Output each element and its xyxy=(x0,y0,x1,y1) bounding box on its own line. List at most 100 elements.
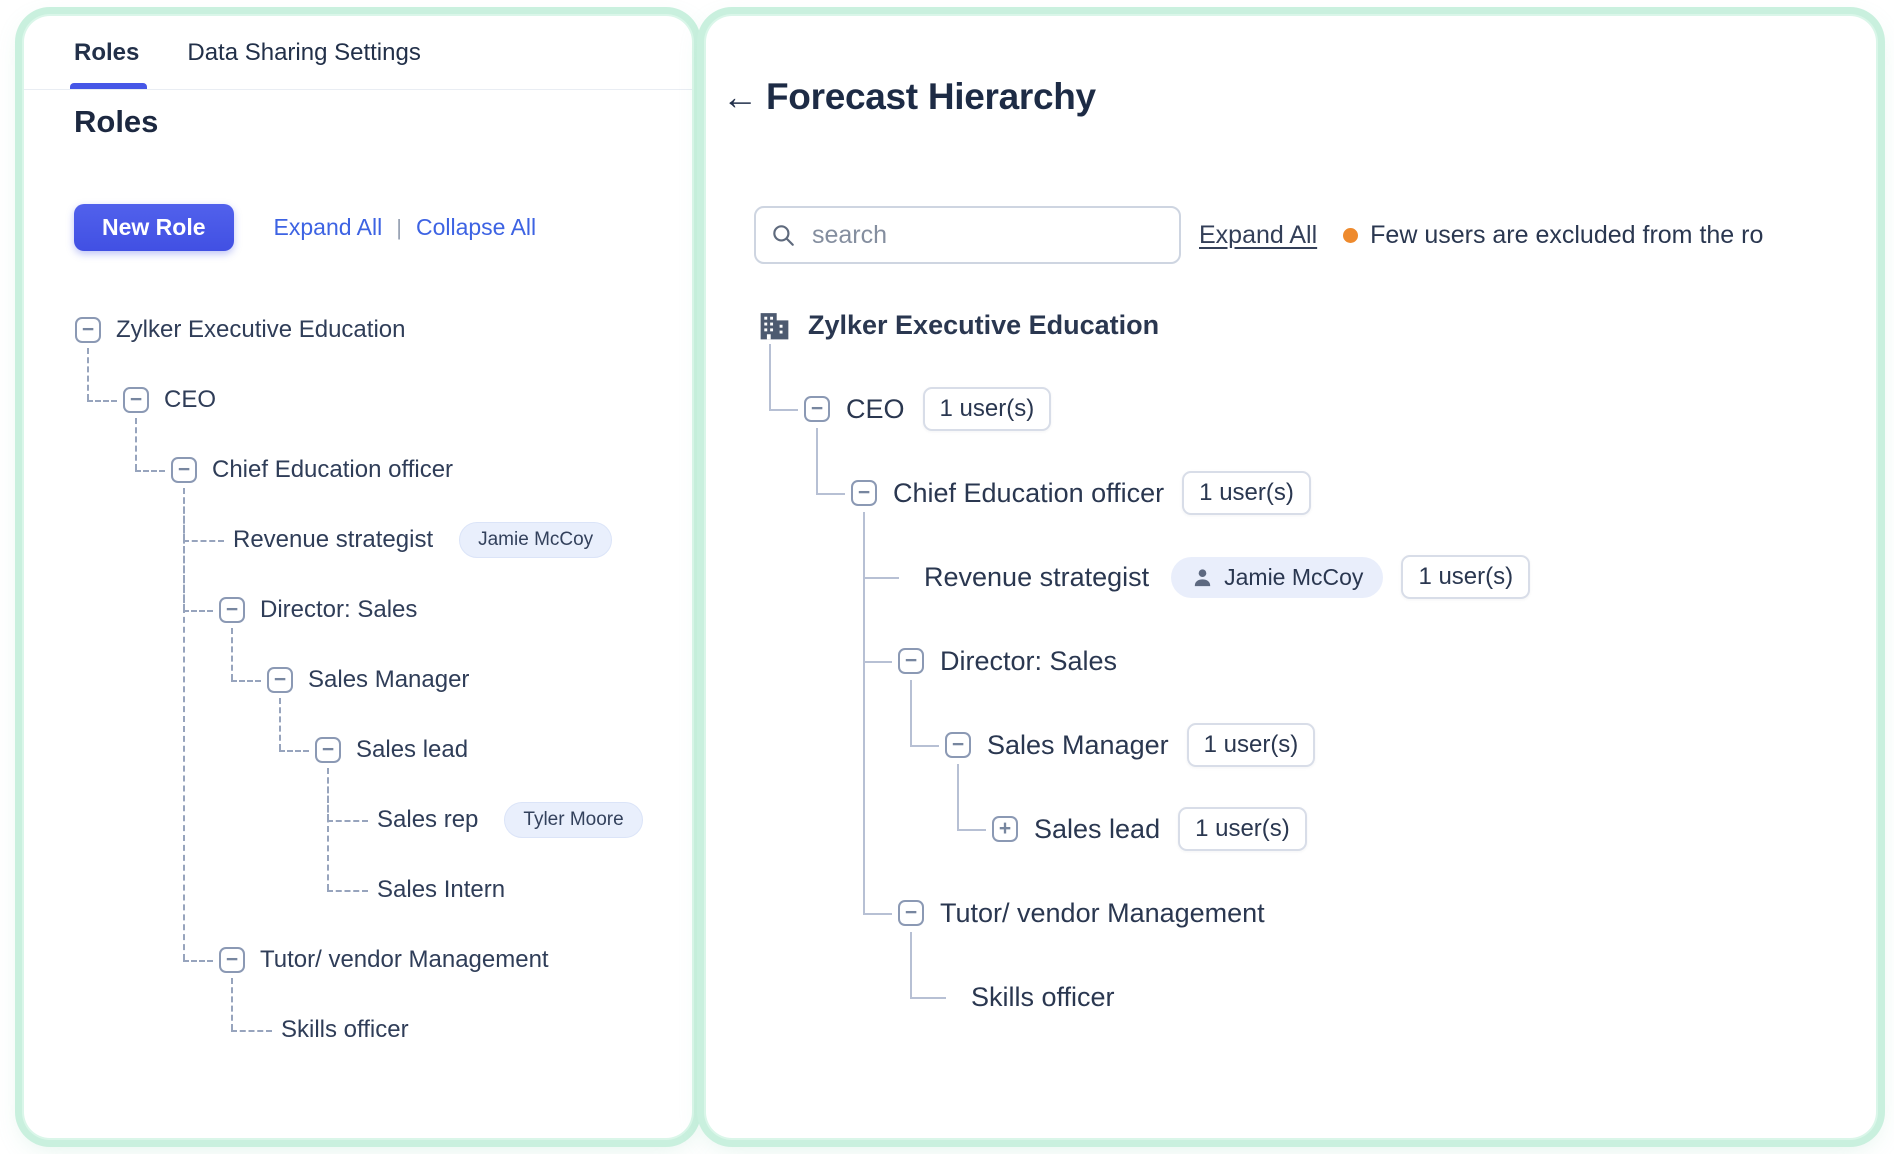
tree-node-label[interactable]: Skills officer xyxy=(971,981,1115,1012)
building-icon xyxy=(760,312,789,339)
tree-node-label[interactable]: Chief Education officer xyxy=(893,477,1165,508)
tree-node-label[interactable]: Sales Manager xyxy=(308,666,470,693)
tab-data-sharing-settings[interactable]: Data Sharing Settings xyxy=(187,38,421,66)
person-icon xyxy=(1194,568,1211,586)
forecast-tree: Zylker Executive Education − CEO 1 user(s) −… xyxy=(757,283,1847,1043)
tree-connector xyxy=(957,764,959,829)
tree-node-label[interactable]: Director: Sales xyxy=(940,645,1118,676)
tree-connector xyxy=(769,409,798,411)
tree-connector xyxy=(279,698,281,750)
tree-node-label[interactable]: Revenue strategist xyxy=(924,561,1150,592)
tree-node-label[interactable]: Zylker Executive Education xyxy=(116,316,406,343)
tree-node-row: Zylker Executive Education xyxy=(757,283,1847,367)
tree-connector xyxy=(135,418,137,470)
tree-connector xyxy=(816,493,845,495)
tree-node-row: − CEO 1 user(s) xyxy=(757,367,1847,451)
tree-node-label[interactable]: Sales Manager xyxy=(987,729,1169,760)
tree-connector xyxy=(183,960,213,962)
user-count-badge[interactable]: 1 user(s) xyxy=(1182,471,1311,515)
tree-connector xyxy=(135,470,165,472)
collapse-toggle-icon[interactable]: − xyxy=(898,900,924,926)
tree-node-row: Skills officer xyxy=(75,995,675,1065)
orange-status-dot-icon xyxy=(1343,227,1359,243)
tree-connector xyxy=(231,628,233,680)
tree-connector xyxy=(183,610,213,612)
tree-node-label[interactable]: Sales lead xyxy=(356,736,469,763)
tree-connector xyxy=(183,488,185,960)
tree-node-label[interactable]: Revenue strategist xyxy=(233,526,434,553)
roles-tree: − Zylker Executive Education − CEO − Chief Ed… xyxy=(75,295,675,1075)
tree-connector xyxy=(327,890,368,892)
user-count-badge[interactable]: 1 user(s) xyxy=(1401,555,1531,599)
collapse-toggle-icon[interactable]: − xyxy=(267,667,293,693)
user-count-badge[interactable]: 1 user(s) xyxy=(1186,723,1316,767)
tree-node-row: + Sales lead 1 user(s) xyxy=(757,787,1847,871)
tree-node-row: − Zylker Executive Education xyxy=(75,295,675,365)
tree-node-row: − Chief Education officer xyxy=(75,435,675,505)
new-role-button[interactable]: New Role xyxy=(74,204,234,251)
tree-node-row: − CEO xyxy=(75,365,675,435)
roles-controls: New Role Expand All | Collapse All xyxy=(74,204,536,251)
assigned-user-badge: Jamie McCoy xyxy=(459,522,613,558)
collapse-toggle-icon[interactable]: − xyxy=(219,597,245,623)
excluded-users-notice: Few users are excluded from the ro xyxy=(1370,220,1764,249)
tab-bar: Roles Data Sharing Settings xyxy=(24,16,692,90)
collapse-toggle-icon[interactable]: − xyxy=(315,737,341,763)
tree-node-row: Revenue strategist Jamie McCoy 1 user(s) xyxy=(757,535,1847,619)
tree-node-row: − Tutor/ vendor Management xyxy=(75,925,675,995)
tree-node-label[interactable]: Sales lead xyxy=(1034,813,1161,844)
tree-node-label[interactable]: Chief Education officer xyxy=(212,456,454,483)
tree-node-label[interactable]: CEO xyxy=(846,393,905,424)
assigned-user-badge: Tyler Moore xyxy=(504,802,643,838)
collapse-toggle-icon[interactable]: − xyxy=(945,732,971,758)
tree-node-row: Sales Intern xyxy=(75,855,675,925)
tree-node-row: − Tutor/ vendor Management xyxy=(757,871,1847,955)
tree-connector xyxy=(87,348,89,400)
tree-node-label[interactable]: Skills officer xyxy=(281,1016,409,1043)
tree-connector xyxy=(279,750,309,752)
roles-heading: Roles xyxy=(74,104,159,139)
collapse-toggle-icon[interactable]: − xyxy=(171,457,197,483)
tree-node-label[interactable]: Tutor/ vendor Management xyxy=(940,897,1265,928)
tree-connector xyxy=(327,768,329,890)
tree-connector xyxy=(87,400,117,402)
collapse-toggle-icon[interactable]: − xyxy=(219,947,245,973)
tree-node-row: − Director: Sales xyxy=(75,575,675,645)
collapse-toggle-icon[interactable]: − xyxy=(804,396,830,422)
tree-connector xyxy=(910,680,912,745)
tree-connector xyxy=(910,932,912,997)
tree-node-label[interactable]: Director: Sales xyxy=(260,596,418,623)
tree-connector xyxy=(863,661,892,663)
tree-node-label[interactable]: Tutor/ vendor Management xyxy=(260,946,549,973)
user-count-badge[interactable]: 1 user(s) xyxy=(1178,807,1307,851)
collapse-toggle-icon[interactable]: − xyxy=(123,387,149,413)
user-chip-name: Jamie McCoy xyxy=(1224,563,1364,590)
search-icon xyxy=(773,225,794,246)
expand-all-link[interactable]: Expand All xyxy=(273,214,383,240)
collapse-toggle-icon[interactable]: − xyxy=(898,648,924,674)
back-arrow-icon[interactable]: ← xyxy=(722,76,758,117)
expand-all-link-right[interactable]: Expand All xyxy=(1199,220,1318,249)
tree-node-label[interactable]: Sales rep xyxy=(377,806,479,833)
tree-node-row: Skills officer xyxy=(757,955,1847,1039)
tree-connector xyxy=(863,913,892,915)
collapse-toggle-icon[interactable]: − xyxy=(851,480,877,506)
collapse-toggle-icon[interactable]: − xyxy=(75,317,101,343)
tree-connector xyxy=(910,997,946,999)
collapse-all-link[interactable]: Collapse All xyxy=(415,214,537,240)
tree-node-row: − Chief Education officer 1 user(s) xyxy=(757,451,1847,535)
tree-node-label[interactable]: Zylker Executive Education xyxy=(808,309,1160,340)
search-input[interactable] xyxy=(754,206,1181,264)
tab-roles[interactable]: Roles xyxy=(69,16,148,89)
user-chip[interactable]: Jamie McCoy xyxy=(1171,556,1384,598)
tree-node-label[interactable]: CEO xyxy=(164,386,217,413)
tree-node-label[interactable]: Sales Intern xyxy=(377,876,506,903)
tree-connector xyxy=(183,540,224,542)
tree-connector xyxy=(816,428,818,493)
tree-node-row: Revenue strategist Jamie McCoy xyxy=(75,505,675,575)
tree-connector xyxy=(863,512,865,913)
user-count-badge[interactable]: 1 user(s) xyxy=(922,387,1052,431)
tree-node-row: − Sales lead xyxy=(75,715,675,785)
expand-toggle-icon[interactable]: + xyxy=(992,816,1018,842)
